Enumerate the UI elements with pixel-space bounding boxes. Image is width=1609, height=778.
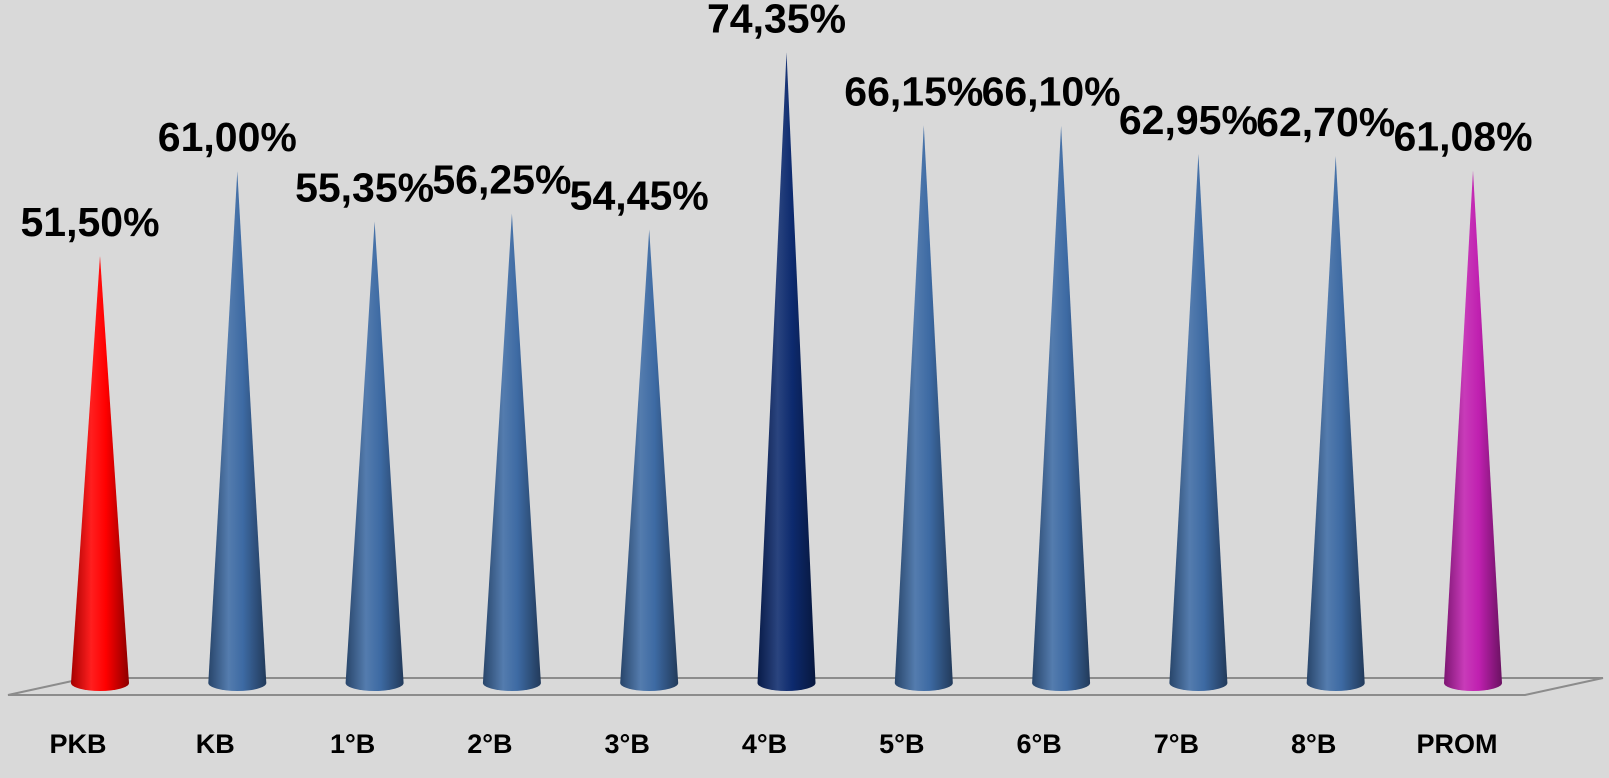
category-labels: PKB KB 1°B 2°B 3°B 4°B 5°B 6°B 7°B 8°B PROM [49, 729, 1497, 759]
value-label-2b: 56,25% [432, 157, 571, 203]
cone-bar-5b [894, 125, 953, 692]
value-label-prom: 61,08% [1393, 113, 1532, 159]
value-label-8b: 62,70% [1256, 99, 1395, 145]
cone-bars [71, 52, 1502, 692]
cone-bar-1b [345, 221, 404, 691]
category-label-prom: PROM [1417, 729, 1498, 759]
value-label-pkb: 51,50% [20, 199, 159, 245]
category-label-kb: KB [196, 729, 235, 759]
cone-bar-8b [1306, 156, 1365, 692]
value-label-4b: 74,35% [707, 0, 846, 41]
cone-bar-prom [1444, 170, 1502, 692]
category-label-5b: 5°B [879, 729, 924, 759]
cone-bar-kb [208, 171, 267, 691]
category-label-8b: 8°B [1291, 729, 1336, 759]
cone-bar-pkb [71, 255, 129, 691]
cone-bar-3b [620, 229, 679, 691]
cone-bar-2b [482, 213, 541, 691]
cone-bar-4b [757, 52, 816, 691]
category-label-pkb: PKB [49, 729, 106, 759]
category-label-3b: 3°B [605, 729, 650, 759]
value-label-7b: 62,95% [1119, 97, 1258, 143]
value-label-6b: 66,10% [982, 69, 1121, 115]
cone-bar-6b [1032, 125, 1091, 691]
category-label-6b: 6°B [1016, 729, 1061, 759]
value-labels: 51,50% 61,00% 55,35%56,25%54,45% 74,35% 66,1… [20, 0, 1532, 245]
category-label-1b: 1°B [330, 729, 375, 759]
value-label-kb: 61,00% [158, 114, 297, 160]
category-label-2b: 2°B [467, 729, 512, 759]
value-label-3b: 54,45% [570, 173, 709, 219]
value-label-5b: 66,15% [844, 68, 983, 114]
category-label-7b: 7°B [1154, 729, 1199, 759]
value-label-1b: 55,35% [295, 165, 434, 211]
cone-bar-7b [1169, 153, 1228, 692]
category-label-4b: 4°B [742, 729, 787, 759]
